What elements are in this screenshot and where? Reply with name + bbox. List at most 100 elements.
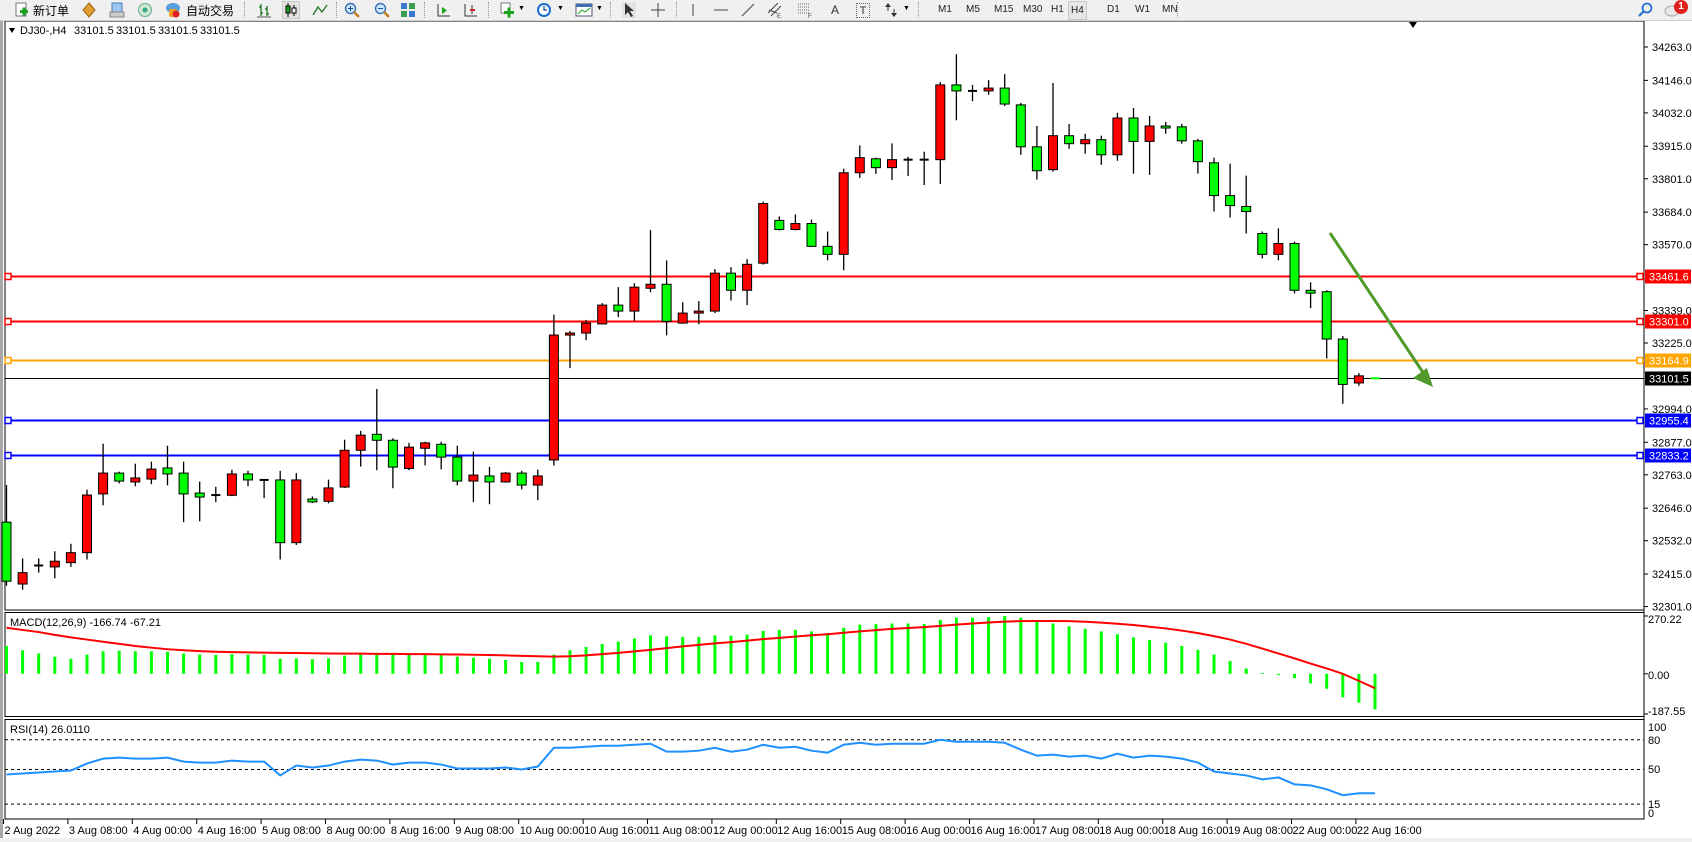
candle-body <box>484 475 495 483</box>
candle-body <box>1096 139 1107 156</box>
templates-dropdown-icon[interactable]: ▼ <box>596 5 603 12</box>
timeframe-m1[interactable]: M1 <box>938 4 952 15</box>
templates-icon[interactable] <box>575 2 593 18</box>
macd-histogram-bar <box>1309 673 1313 684</box>
signals-icon[interactable] <box>137 2 153 18</box>
notification-badge[interactable]: 1 <box>1674 0 1688 14</box>
candle <box>645 230 656 293</box>
text-tool[interactable]: T <box>856 3 870 18</box>
fibonacci-icon[interactable]: F <box>797 2 813 18</box>
zoom-in-icon[interactable] <box>344 2 360 18</box>
timeframe-m5[interactable]: M5 <box>966 4 980 15</box>
timeframe-h4[interactable]: H4 <box>1068 1 1087 20</box>
level-price-label: 33101.5 <box>1649 374 1689 386</box>
level-handle-icon[interactable] <box>1636 451 1644 460</box>
search-icon[interactable] <box>1637 2 1653 18</box>
time-label: 22 Aug 16:00 <box>1357 825 1422 837</box>
macd-histogram-bar <box>600 643 604 674</box>
equidistant-channel-icon[interactable]: E <box>767 2 783 18</box>
toolbar-separator <box>676 2 678 18</box>
candle-body <box>452 456 463 482</box>
macd-histogram-bar <box>1035 621 1039 674</box>
level-lines: 33461.6 33301.0 33164.9 33101.5 32955.4 32833… <box>4 269 1691 463</box>
arrows-icon[interactable] <box>883 2 899 18</box>
candle <box>838 168 849 271</box>
bar-chart-icon[interactable] <box>256 2 272 18</box>
dropdown-triangle-icon[interactable] <box>9 28 15 33</box>
macd-histogram-bar <box>1180 645 1184 674</box>
chart-shift-icon[interactable] <box>462 2 478 18</box>
navigator-icon[interactable] <box>109 2 125 18</box>
macd-histogram-bar <box>85 654 89 674</box>
chart-ohlc-high: 33101.5 <box>116 25 156 37</box>
candle <box>114 471 125 484</box>
candle-body <box>548 334 559 461</box>
crosshair-icon[interactable] <box>650 2 666 18</box>
macd-histogram-bar <box>1373 673 1377 710</box>
macd-histogram-bar <box>230 654 234 674</box>
candle-body <box>436 443 447 458</box>
macd-histogram-bar <box>471 657 475 674</box>
macd-axis-label: -187.55 <box>1648 706 1685 718</box>
chart-shift-marker-icon[interactable] <box>1409 22 1417 28</box>
level-handle-icon[interactable] <box>4 416 12 425</box>
tile-windows-icon[interactable] <box>400 2 416 18</box>
zoom-out-icon[interactable] <box>374 2 390 18</box>
candle <box>935 82 946 184</box>
line-chart-icon[interactable] <box>312 2 328 18</box>
timeframe-h1[interactable]: H1 <box>1051 4 1064 15</box>
macd-axis-label: 270.22 <box>1648 614 1682 626</box>
macd-histogram-bar <box>214 654 218 674</box>
candle <box>903 156 913 176</box>
toolbar-separator <box>424 2 426 18</box>
price-tick-label: 32994.0 <box>1652 404 1692 416</box>
level-handle-icon[interactable] <box>1636 272 1644 281</box>
trendline-icon[interactable] <box>740 2 756 18</box>
level-handle-icon[interactable] <box>4 317 12 326</box>
candlestick-icon[interactable] <box>282 1 300 19</box>
timeframe-d1[interactable]: D1 <box>1107 4 1120 15</box>
candle-body <box>677 312 688 324</box>
indicators-dropdown-icon[interactable]: ▼ <box>518 5 525 12</box>
level-handle-icon[interactable] <box>1636 317 1644 326</box>
new-order-button[interactable]: 新订单 <box>33 3 70 18</box>
auto-trading-icon[interactable] <box>164 2 182 18</box>
candle-body <box>1128 117 1139 142</box>
new-order-icon[interactable] <box>14 2 30 18</box>
trend-arrow[interactable] <box>1328 232 1433 387</box>
meta-editor-icon[interactable] <box>81 2 97 18</box>
arrows-dropdown-icon[interactable]: ▼ <box>903 5 910 12</box>
periods-dropdown-icon[interactable]: ▼ <box>557 5 564 12</box>
price-tick-label: 33684.0 <box>1652 207 1692 219</box>
macd-histogram-bar <box>874 624 878 674</box>
level-handle-icon[interactable] <box>1636 416 1644 425</box>
cursor-icon[interactable] <box>622 2 636 18</box>
text-label-tool[interactable]: A <box>830 3 839 17</box>
candle-body <box>387 439 398 468</box>
time-label: 2 Aug 2022 <box>5 825 61 837</box>
timeframe-w1[interactable]: W1 <box>1135 4 1150 15</box>
indicators-icon[interactable] <box>499 2 515 18</box>
vertical-line-icon[interactable] <box>686 2 700 18</box>
level-handle-icon[interactable] <box>1636 356 1644 365</box>
candle-body <box>838 172 849 255</box>
time-label: 11 Aug 08:00 <box>649 825 713 837</box>
candle-body <box>709 272 720 312</box>
macd-histogram-bar <box>713 635 717 674</box>
auto-trading-button[interactable]: 自动交易 <box>186 3 235 18</box>
level-handle-icon[interactable] <box>4 356 12 365</box>
periods-icon[interactable] <box>536 2 552 18</box>
candle <box>1080 133 1091 154</box>
level-handle-icon[interactable] <box>4 451 12 460</box>
auto-scroll-icon[interactable] <box>435 2 451 18</box>
candle-body <box>1080 139 1091 145</box>
timeframe-mn[interactable]: MN <box>1162 4 1178 15</box>
timeframe-m30[interactable]: M30 <box>1023 4 1043 15</box>
horizontal-line-icon[interactable] <box>713 2 729 18</box>
level-handle-icon[interactable] <box>4 272 12 281</box>
candle <box>548 314 559 466</box>
arrow-shaft[interactable] <box>1328 232 1426 375</box>
level-price-label: 33301.0 <box>1649 317 1689 329</box>
timeframe-m15[interactable]: M15 <box>994 4 1014 15</box>
